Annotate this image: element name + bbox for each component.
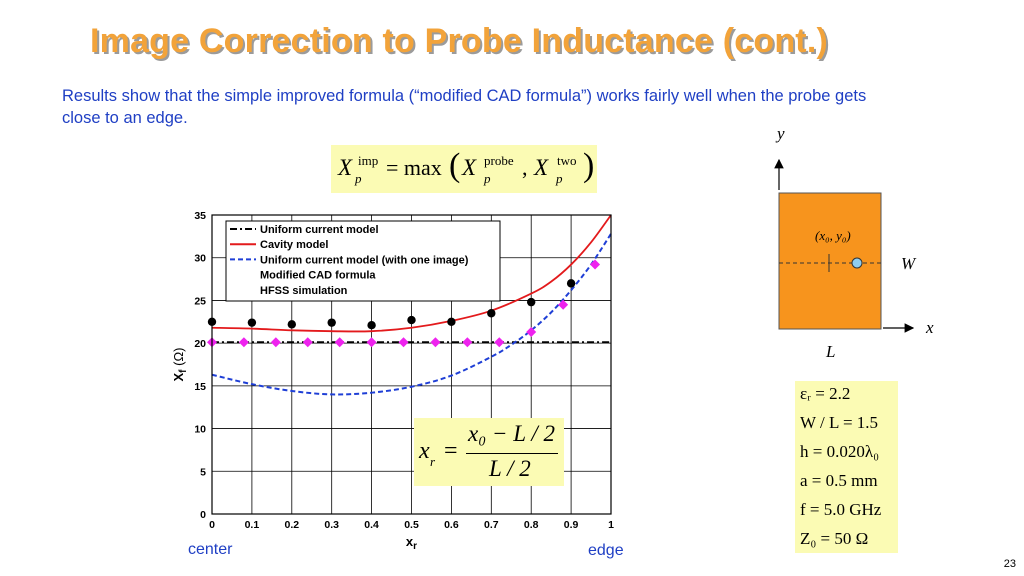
x-tick-label: 0.7	[484, 519, 499, 531]
chart-legend	[225, 220, 501, 302]
x-tick-label: 0.2	[284, 519, 299, 531]
x-tick-label: 0.3	[324, 519, 339, 531]
probe-feed-dot	[851, 257, 863, 269]
max-formula-eq: = max	[386, 155, 442, 180]
param-aspect-ratio: W / L = 1.5	[800, 413, 879, 432]
hfss-simulation-marker	[407, 315, 416, 325]
max-formula-term2-sub: p	[556, 171, 563, 186]
y-tick-label: 30	[194, 253, 206, 265]
max-formula-term1: X	[462, 155, 477, 180]
x-tick-label: 0.8	[524, 519, 539, 531]
edge-label: edge	[588, 542, 624, 559]
hfss-simulation-marker	[367, 321, 376, 330]
x-tick-label: 0.5	[404, 519, 419, 531]
hfss-simulation-marker	[447, 317, 456, 326]
x-tick-label: 0	[209, 519, 215, 531]
max-formula-paren-close: )	[583, 147, 595, 184]
x-tick-label: 0.6	[444, 519, 459, 531]
legend-label-0: Uniform current model	[260, 224, 379, 236]
hfss-simulation-marker	[527, 297, 536, 307]
cad-formula-marker	[366, 337, 377, 348]
xr-formula-denominator: L / 2	[489, 456, 531, 481]
legend-label-2: Uniform current model (with one image)	[260, 254, 469, 266]
cad-formula-marker	[526, 327, 537, 338]
y-tick-label: 35	[194, 210, 206, 222]
hfss-simulation-marker	[287, 320, 296, 329]
series-line-2	[211, 233, 612, 396]
param-frequency: f = 5.0 GHz	[800, 500, 882, 519]
diagram-x-label: x	[926, 318, 934, 337]
param-impedance: Z₀ = 50 Ω	[800, 529, 869, 548]
y-axis-label: Xf (Ω)	[171, 347, 189, 381]
hfss-simulation-marker	[487, 309, 496, 318]
max-formula-lhs-sub: p	[355, 171, 362, 186]
cad-formula-marker	[270, 337, 281, 348]
cad-formula-marker	[430, 337, 441, 348]
patch-rectangle	[778, 192, 882, 330]
center-label: center	[188, 541, 233, 558]
slide-title: Image Correction to Probe Inductance (co…	[90, 22, 828, 60]
max-formula-comma: ,	[522, 155, 528, 180]
cad-formula-marker	[590, 259, 601, 270]
diagram-point-label: (x₀, y₀)	[815, 228, 851, 243]
param-thickness: h = 0.020λ₀	[800, 442, 880, 461]
x-tick-label: 0.1	[245, 519, 260, 531]
cad-formula-marker	[462, 337, 473, 348]
param-permittivity: εᵣ = 2.2	[800, 384, 851, 403]
legend-label-3: Modified CAD formula	[260, 270, 376, 282]
cad-formula-marker	[558, 299, 569, 310]
xr-formula-fraction-bar	[466, 453, 558, 454]
xr-formula-numerator: x₀ − L / 2	[468, 421, 555, 446]
max-formula-term1-sup: probe	[484, 153, 514, 168]
max-formula-term1-sub: p	[484, 171, 491, 186]
xr-formula-box: x r = x₀ − L / 2 L / 2	[414, 418, 564, 486]
hfss-simulation-marker	[327, 318, 336, 327]
max-formula-box: X imp p = max ( X probe p , X two p )	[331, 145, 597, 193]
intro-text: Results show that the simple improved fo…	[62, 87, 867, 127]
x-tick-label: 1	[608, 519, 614, 531]
max-formula-paren-open: (	[449, 147, 461, 184]
cad-formula-marker	[334, 337, 345, 348]
y-tick-label: 15	[194, 381, 206, 393]
legend-label-1: Cavity model	[260, 239, 328, 251]
diagram-y-label: y	[777, 124, 785, 143]
xr-formula-lhs-sub: r	[430, 454, 436, 469]
cad-formula-marker	[302, 337, 313, 348]
cad-formula-marker	[238, 337, 249, 348]
y-tick-label: 5	[200, 466, 206, 478]
diagram-length-label: L	[826, 342, 836, 361]
x-tick-label: 0.9	[564, 519, 579, 531]
max-formula-lhs: X	[338, 155, 353, 180]
hfss-simulation-marker	[247, 318, 257, 327]
cad-formula-marker	[494, 337, 505, 348]
plot-frame	[211, 214, 612, 515]
max-formula-lhs-sup: imp	[358, 153, 379, 168]
x-axis-label: xr	[406, 534, 417, 552]
legend-label-4: HFSS simulation	[260, 285, 348, 297]
xr-formula-lhs: x	[419, 438, 430, 464]
y-tick-label: 25	[194, 295, 206, 307]
y-tick-label: 10	[194, 424, 206, 436]
parameter-box: εᵣ = 2.2 W / L = 1.5 h = 0.020λ₀ a = 0.5…	[795, 381, 898, 553]
page-number: 23	[1003, 558, 1016, 570]
y-tick-label: 20	[194, 338, 206, 350]
max-formula-term2-sup: two	[557, 153, 577, 168]
cad-formula-marker	[398, 337, 409, 348]
xr-formula-eq: =	[444, 438, 458, 464]
y-tick-label: 0	[200, 509, 206, 521]
max-formula-term2: X	[534, 155, 549, 180]
x-tick-label: 0.4	[364, 519, 379, 531]
hfss-simulation-marker	[566, 279, 576, 288]
diagram-width-label: W	[901, 254, 916, 273]
param-probe-radius: a = 0.5 mm	[800, 471, 878, 490]
